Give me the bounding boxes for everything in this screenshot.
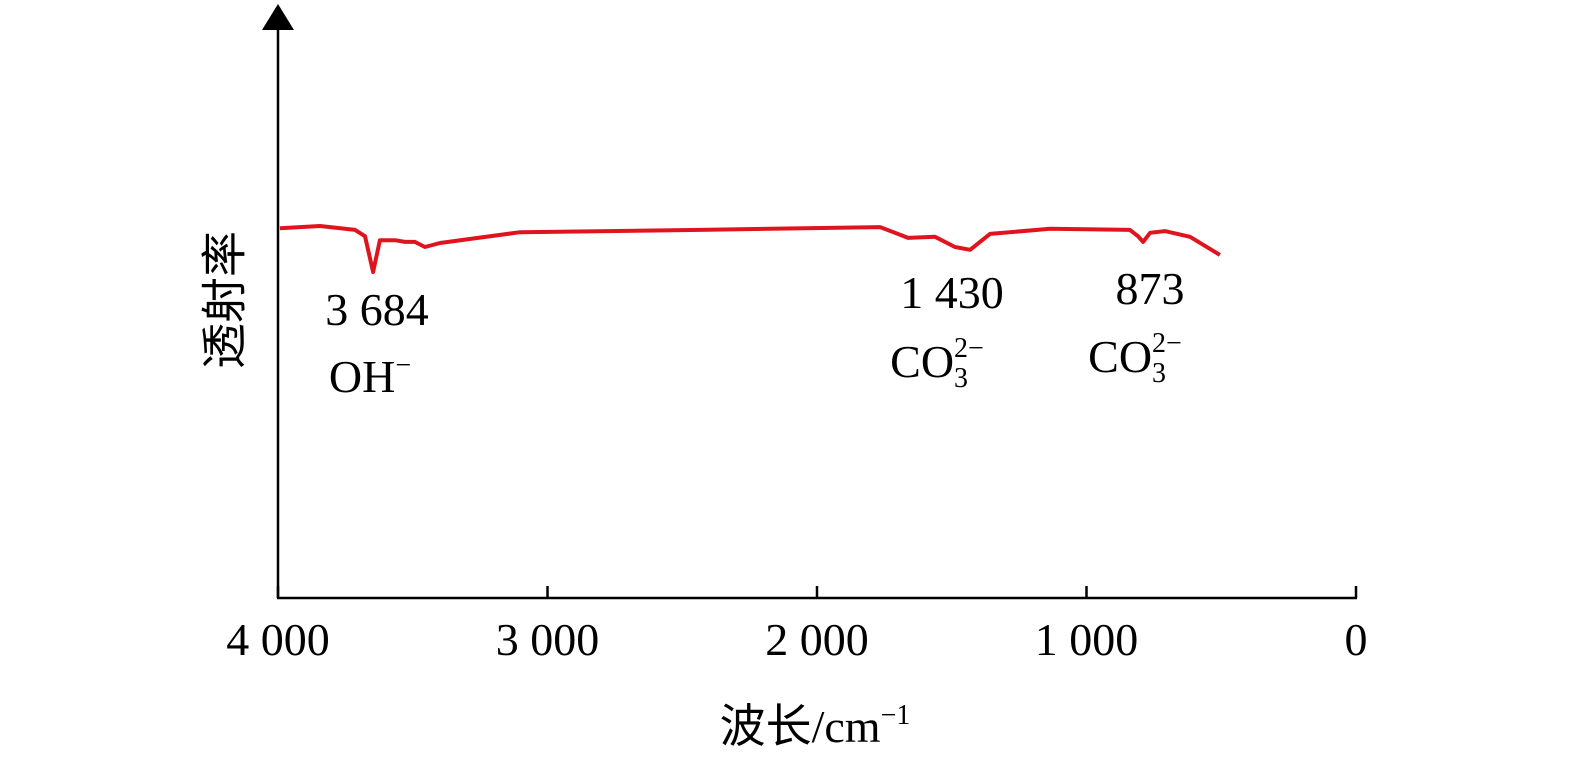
x-tick-label: 0 (1345, 614, 1368, 665)
formula-text: OH (329, 351, 395, 402)
x-axis-label: 波长/cm−1 (720, 700, 911, 752)
x-tick-label: 2 000 (765, 614, 869, 665)
x-axis-label-text: 波长/cm (720, 701, 881, 752)
x-tick-label: 4 000 (226, 614, 330, 665)
annotation-formula: CO32− (1088, 328, 1182, 389)
formula-sup: 2− (954, 333, 984, 364)
formula-sub: 3 (1152, 358, 1166, 389)
y-axis-arrow (262, 4, 294, 30)
formula-sub: 3 (954, 363, 968, 394)
formula-text: CO (890, 336, 954, 387)
x-tick-label: 3 000 (496, 614, 600, 665)
formula-sup: − (395, 350, 411, 381)
annotation-formula: CO32− (890, 333, 984, 394)
annotation-formula: OH− (329, 350, 411, 402)
x-tick-label: 1 000 (1035, 614, 1139, 665)
formula-sup: 2− (1152, 328, 1182, 359)
formula-text: CO (1088, 331, 1152, 382)
x-axis-label-sup: −1 (881, 700, 911, 731)
annotation-label: 3 684 (325, 284, 429, 335)
data-line (279, 224, 1221, 274)
annotation-label: 1 430 (900, 267, 1004, 318)
y-axis-label: 透射率 (200, 231, 251, 369)
annotation-label: 873 (1116, 263, 1185, 314)
